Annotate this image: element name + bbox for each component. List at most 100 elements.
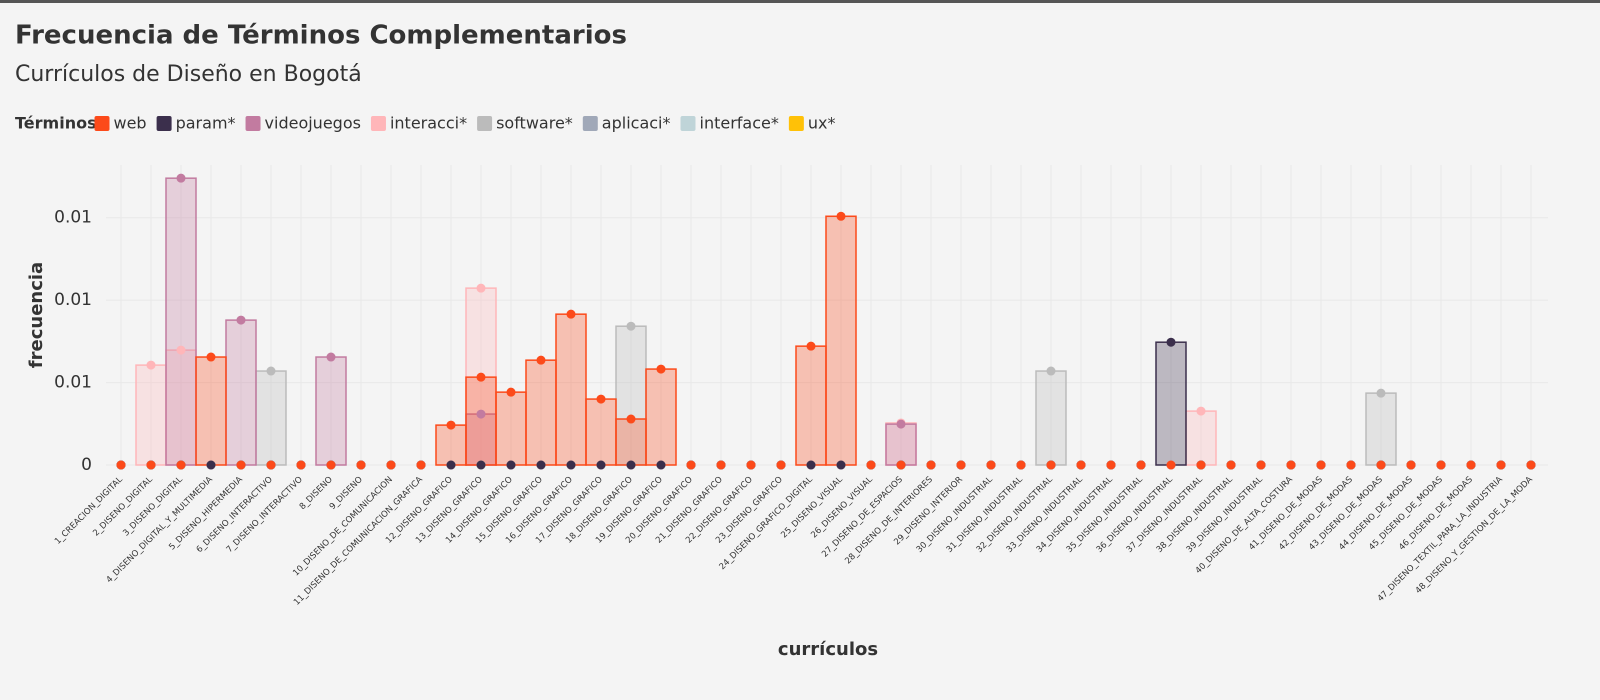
bar — [195, 356, 227, 466]
point — [326, 460, 336, 470]
point — [476, 283, 486, 293]
point — [896, 460, 906, 470]
point — [326, 352, 336, 362]
bar — [885, 423, 917, 466]
point — [1406, 460, 1416, 470]
legend-swatch — [477, 116, 493, 131]
point — [1196, 460, 1206, 470]
bar — [315, 356, 347, 466]
point — [416, 460, 426, 470]
bar — [585, 398, 617, 466]
point — [806, 341, 816, 351]
legend-label: interface* — [700, 114, 779, 133]
point — [1046, 460, 1056, 470]
point — [446, 460, 456, 470]
point — [986, 460, 996, 470]
point — [776, 460, 786, 470]
point — [566, 460, 576, 470]
point — [266, 460, 276, 470]
top-border — [0, 0, 1600, 3]
point — [476, 372, 486, 382]
point — [1196, 406, 1206, 416]
point — [1226, 460, 1236, 470]
point — [146, 460, 156, 470]
bar — [555, 313, 587, 466]
legend-swatch — [156, 116, 172, 131]
bar — [885, 422, 917, 466]
point — [1376, 460, 1386, 470]
x-tick-label: 4_DISENO_DIGITAL_Y_MULTIMEDIA — [105, 475, 216, 586]
point — [176, 460, 186, 470]
legend-label: ux* — [808, 114, 836, 133]
bar — [165, 349, 197, 466]
legend-swatch — [245, 116, 261, 131]
y-tick-label: 0.01 — [54, 290, 92, 310]
point — [1496, 460, 1506, 470]
bar — [1365, 392, 1397, 466]
legend-swatch — [788, 116, 804, 131]
point — [1166, 460, 1176, 470]
point — [296, 460, 306, 470]
point — [176, 345, 186, 355]
point — [1316, 460, 1326, 470]
x-axis-title: currículos — [778, 639, 878, 660]
bar — [255, 370, 287, 466]
point — [806, 460, 816, 470]
point — [656, 364, 666, 374]
bar — [615, 418, 647, 466]
point — [476, 460, 486, 470]
point — [1256, 460, 1266, 470]
point — [866, 460, 876, 470]
point — [656, 460, 666, 470]
bar — [135, 364, 167, 466]
point — [896, 419, 906, 429]
point — [1286, 460, 1296, 470]
point — [206, 352, 216, 362]
point — [1136, 460, 1146, 470]
point — [596, 460, 606, 470]
bar — [1035, 370, 1067, 466]
point — [686, 460, 696, 470]
point — [956, 460, 966, 470]
legend-label: software* — [496, 114, 573, 133]
y-tick-label: 0.01 — [54, 373, 92, 393]
point — [836, 460, 846, 470]
y-tick-label: 0 — [81, 455, 92, 475]
point — [1076, 460, 1086, 470]
bar — [1155, 341, 1187, 466]
point — [1466, 460, 1476, 470]
bar — [525, 359, 557, 466]
bar — [645, 368, 677, 466]
point — [176, 173, 186, 183]
point — [386, 460, 396, 470]
legend-swatch — [582, 116, 598, 131]
point — [146, 360, 156, 370]
point — [446, 420, 456, 430]
point — [1166, 337, 1176, 347]
point — [626, 321, 636, 331]
point — [626, 460, 636, 470]
point — [1376, 388, 1386, 398]
point — [1016, 460, 1026, 470]
legend-title: Términos — [15, 114, 97, 133]
point — [1106, 460, 1116, 470]
bar — [225, 319, 257, 466]
point — [1526, 460, 1536, 470]
point — [566, 309, 576, 319]
bar — [165, 177, 197, 466]
bar — [495, 391, 527, 466]
point — [206, 460, 216, 470]
point — [506, 460, 516, 470]
bar — [465, 376, 497, 466]
legend-swatch — [370, 116, 386, 131]
point — [926, 460, 936, 470]
point — [116, 460, 126, 470]
bar — [795, 345, 827, 466]
point — [716, 460, 726, 470]
y-tick-label: 0.01 — [54, 208, 92, 228]
chart-title: Frecuencia de Términos Complementarios — [15, 21, 627, 51]
chart-subtitle: Currículos de Diseño en Bogotá — [15, 62, 362, 87]
point — [476, 409, 486, 419]
